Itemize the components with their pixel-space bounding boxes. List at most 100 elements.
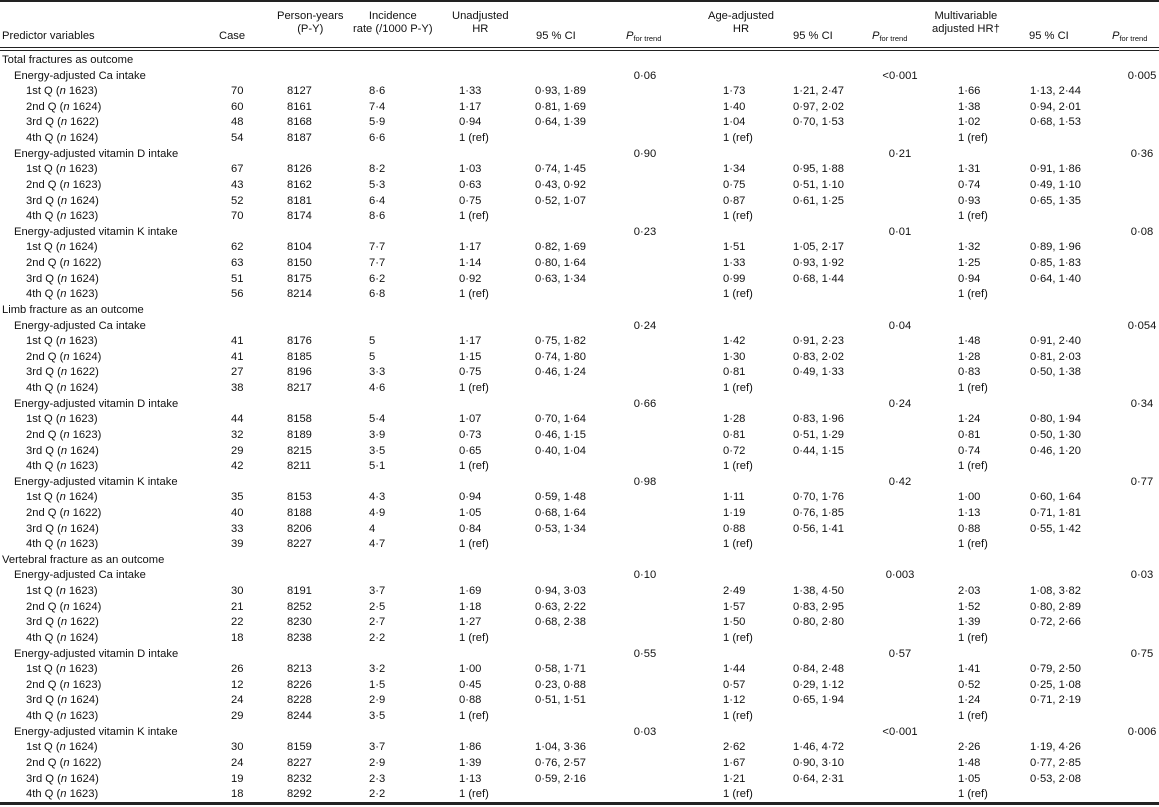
cell-uhr: 1·17 bbox=[459, 100, 482, 113]
cell-mci: 0·71, 2·19 bbox=[1030, 694, 1081, 707]
quartile: 2nd Q bbox=[26, 100, 57, 113]
cell-case: 30 bbox=[231, 741, 244, 754]
cell-uhr: 1·05 bbox=[459, 506, 482, 519]
cell-py: 8176 bbox=[287, 335, 312, 348]
quartile-label: 2nd Q (n 1624) bbox=[26, 100, 102, 113]
quartile-label: 1st Q (n 1623) bbox=[26, 585, 98, 598]
cell-case: 70 bbox=[231, 210, 244, 223]
cell-case: 12 bbox=[231, 678, 244, 691]
cell-inc: 3·9 bbox=[369, 428, 386, 441]
quartile: 4th Q bbox=[26, 788, 54, 801]
group-label: Energy-adjusted Ca intake bbox=[14, 569, 146, 582]
cell-mhr: 0·88 bbox=[958, 522, 981, 535]
cell-uci: 0·53, 1·34 bbox=[535, 522, 586, 535]
cell-mhr: 2·26 bbox=[958, 741, 981, 754]
cell-uci: 0·59, 2·16 bbox=[535, 772, 586, 785]
cell-mhr: 0·74 bbox=[958, 444, 981, 457]
quartile-n: 1622 bbox=[70, 616, 96, 629]
cell-case: 40 bbox=[231, 506, 244, 519]
cell-case: 44 bbox=[231, 413, 244, 426]
quartile-n: 1623 bbox=[68, 335, 94, 348]
quartile-n: 1623 bbox=[68, 413, 94, 426]
cell-inc: 5·1 bbox=[369, 460, 386, 473]
quartile-label: 2nd Q (n 1624) bbox=[26, 600, 102, 613]
cell-uci: 0·46, 1·24 bbox=[535, 366, 586, 379]
cell-uhr: 1 (ref) bbox=[459, 788, 489, 801]
cell-mci: 0·85, 1·83 bbox=[1030, 257, 1081, 270]
cell-py: 8150 bbox=[287, 257, 312, 270]
cell-py: 8168 bbox=[287, 116, 312, 129]
cell-uci: 0·74, 1·45 bbox=[535, 163, 586, 176]
quartile-label: 4th Q (n 1623) bbox=[26, 460, 99, 473]
cell-aci: 0·83, 2·95 bbox=[793, 600, 844, 613]
p-unadj-for-trend: 0·66 bbox=[633, 397, 657, 410]
quartile-label: 3rd Q (n 1624) bbox=[26, 272, 99, 285]
cell-mci: 0·80, 2·89 bbox=[1030, 600, 1081, 613]
cell-inc: 2·7 bbox=[369, 616, 386, 629]
header-line: HR bbox=[732, 23, 750, 35]
section-title: Vertebral fracture as an outcome bbox=[2, 553, 165, 566]
cell-inc: 4·7 bbox=[369, 538, 386, 551]
cell-uhr: 1 (ref) bbox=[459, 631, 489, 644]
quartile-label: 4th Q (n 1623) bbox=[26, 538, 99, 551]
cell-ahr: 0·81 bbox=[723, 366, 746, 379]
cell-uhr: 1·17 bbox=[459, 241, 482, 254]
table-row: 1st Q (n 1624) 30 8159 3·7 1·86 1·04, 3·36 2·6… bbox=[0, 740, 1159, 756]
table-row: 1st Q (n 1623) 67 8126 8·2 1·03 0·74, 1·45 1·3… bbox=[0, 162, 1159, 178]
table-row: 1st Q (n 1623) 26 8213 3·2 1·00 0·58, 1·71 1·4… bbox=[0, 662, 1159, 678]
cell-uci: 0·81, 1·69 bbox=[535, 100, 586, 113]
cell-aci: 0·70, 1·53 bbox=[793, 116, 844, 129]
quartile: 4th Q bbox=[26, 631, 54, 644]
cell-aci: 0·91, 2·23 bbox=[793, 335, 844, 348]
quartile-n: 1624 bbox=[69, 631, 95, 644]
p-subscript: for trend bbox=[633, 34, 662, 43]
cell-case: 41 bbox=[231, 350, 244, 363]
table-row: 3rd Q (n 1624) 19 8232 2·3 1·13 0·59, 2·16 1·2… bbox=[0, 772, 1159, 788]
cell-aci: 0·61, 1·25 bbox=[793, 194, 844, 207]
quartile: 3rd Q bbox=[26, 694, 54, 707]
cell-ahr: 2·62 bbox=[723, 741, 746, 754]
p-unadj-for-trend: 0·10 bbox=[633, 569, 657, 582]
cell-case: 24 bbox=[231, 756, 244, 769]
quartile-n: 1623 bbox=[72, 428, 98, 441]
cell-mci: 0·71, 1·81 bbox=[1030, 506, 1081, 519]
cell-uhr: 1·00 bbox=[459, 663, 482, 676]
cell-aci: 0·90, 3·10 bbox=[793, 756, 844, 769]
cell-uci: 0·51, 1·51 bbox=[535, 694, 586, 707]
cell-uhr: 1·33 bbox=[459, 85, 482, 98]
cell-ahr: 1·57 bbox=[723, 600, 746, 613]
cell-aci: 0·80, 2·80 bbox=[793, 616, 844, 629]
cell-uhr: 1 (ref) bbox=[459, 210, 489, 223]
cell-py: 8181 bbox=[287, 194, 312, 207]
cell-ahr: 1 (ref) bbox=[723, 538, 753, 551]
quartile-n: 1623 bbox=[69, 788, 95, 801]
quartile-label: 2nd Q (n 1623) bbox=[26, 178, 102, 191]
p-multi-for-trend: 0·75 bbox=[1130, 647, 1154, 660]
quartile-n: 1622 bbox=[70, 116, 96, 129]
header-line: Multivariable bbox=[934, 10, 998, 22]
cell-case: 19 bbox=[231, 772, 244, 785]
cell-py: 8227 bbox=[287, 538, 312, 551]
cell-mci: 0·60, 1·64 bbox=[1030, 491, 1081, 504]
cell-aci: 1·21, 2·47 bbox=[793, 85, 844, 98]
quartile: 1st Q bbox=[26, 163, 53, 176]
quartile: 2nd Q bbox=[26, 178, 57, 191]
p-unadj-for-trend: 0·98 bbox=[633, 475, 657, 488]
cell-aci: 0·51, 1·10 bbox=[793, 178, 844, 191]
cell-uhr: 1·07 bbox=[459, 413, 482, 426]
quartile-label: 3rd Q (n 1624) bbox=[26, 694, 99, 707]
group-header-row: Energy-adjusted vitamin D intake 0·66 0·24… bbox=[0, 397, 1159, 413]
cell-mhr: 1·39 bbox=[958, 616, 981, 629]
p-multi-for-trend: 0·34 bbox=[1130, 397, 1154, 410]
header-ci-age: 95 % CI bbox=[793, 30, 833, 42]
cell-uci: 0·23, 0·88 bbox=[535, 678, 586, 691]
cell-mhr: 1·24 bbox=[958, 694, 981, 707]
cell-uhr: 1·15 bbox=[459, 350, 482, 363]
cell-ahr: 1·34 bbox=[723, 163, 746, 176]
quartile: 2nd Q bbox=[26, 428, 57, 441]
cell-uci: 0·58, 1·71 bbox=[535, 663, 586, 676]
cell-case: 29 bbox=[231, 710, 244, 723]
cell-inc: 6·4 bbox=[369, 194, 386, 207]
cell-mci: 0·50, 1·38 bbox=[1030, 366, 1081, 379]
table-row: 3rd Q (n 1622) 48 8168 5·9 0·94 0·64, 1·39 1·0… bbox=[0, 115, 1159, 131]
